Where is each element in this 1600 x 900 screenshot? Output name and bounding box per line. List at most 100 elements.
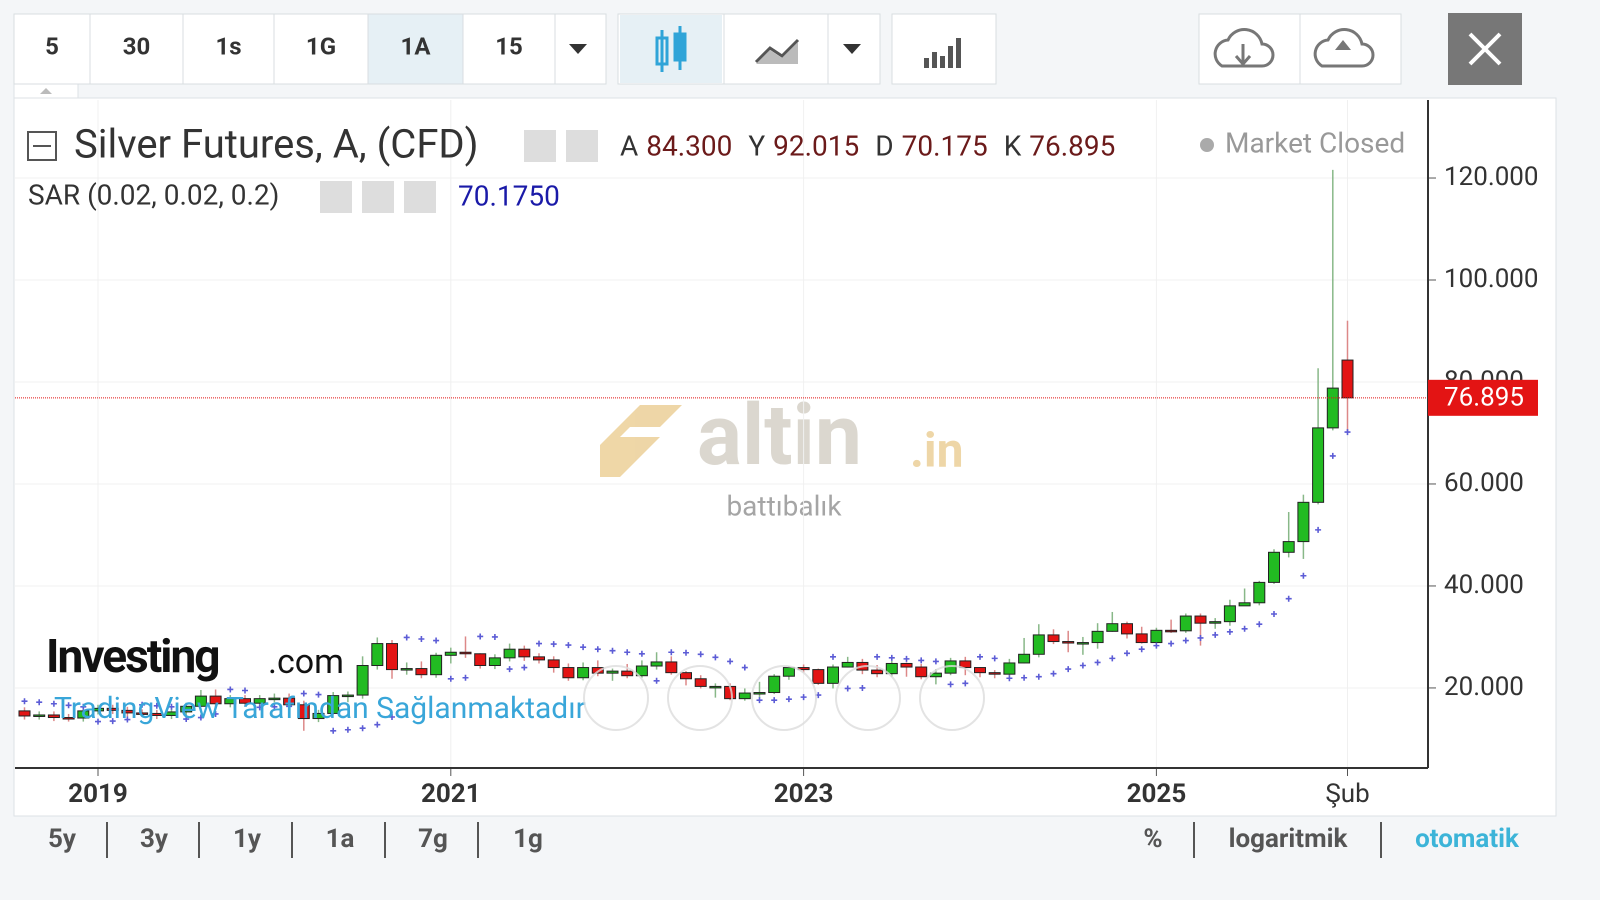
sar-point xyxy=(153,702,160,709)
sar-point xyxy=(1300,572,1307,579)
nav-left[interactable] xyxy=(583,665,649,731)
candle-body xyxy=(782,667,795,677)
candle-body xyxy=(62,717,75,720)
interval-btn[interactable] xyxy=(89,13,184,85)
sar-point xyxy=(712,654,719,661)
candle-body xyxy=(680,672,692,680)
sar-point xyxy=(1241,625,1248,632)
sar-point xyxy=(506,666,513,673)
candle-body xyxy=(253,698,266,704)
nav-controls xyxy=(583,665,985,731)
sar-point xyxy=(947,681,954,688)
candle-btn[interactable] xyxy=(620,15,722,83)
nav-right[interactable] xyxy=(919,665,985,731)
range-btn[interactable]: 1a xyxy=(326,824,355,854)
range-btn[interactable]: 7g xyxy=(418,824,448,854)
investing-suffix: .com xyxy=(268,642,344,682)
candle-body xyxy=(518,648,531,658)
visibility-btn[interactable] xyxy=(524,130,556,162)
footer xyxy=(14,818,1556,866)
sar-point xyxy=(918,657,925,664)
candle-body xyxy=(1238,602,1251,607)
sar-point xyxy=(1138,646,1145,653)
zoom-in[interactable] xyxy=(835,665,901,731)
range-btn[interactable]: 1g xyxy=(513,824,543,854)
scale-option[interactable]: % xyxy=(1143,824,1162,854)
indicators-btn[interactable] xyxy=(891,13,997,85)
sar-point xyxy=(109,718,116,725)
candle-body xyxy=(533,656,545,661)
candle-body xyxy=(92,707,104,712)
sar-point xyxy=(536,640,542,647)
candle-body xyxy=(1179,615,1192,632)
candle-body xyxy=(47,714,60,719)
candle-body xyxy=(650,661,663,667)
candle-body xyxy=(665,661,678,674)
sar-point xyxy=(991,655,998,662)
candle-body xyxy=(503,648,516,659)
candle-body xyxy=(1253,581,1266,604)
sar-point xyxy=(1079,662,1086,669)
indicators-icon xyxy=(924,38,961,68)
x-tick-label: 2025 xyxy=(1127,779,1187,809)
scale-option[interactable]: logaritmik xyxy=(1229,824,1349,854)
zoom-out[interactable] xyxy=(667,665,733,731)
sar-point xyxy=(1035,673,1042,680)
sar-point xyxy=(1329,452,1336,459)
sar-point xyxy=(491,633,498,640)
indicator-settings[interactable] xyxy=(362,181,394,213)
candle-body xyxy=(1091,630,1104,644)
ohlc-key: Y xyxy=(748,129,765,162)
dropdown[interactable] xyxy=(843,44,861,54)
sar-point xyxy=(227,686,234,693)
dropdown xyxy=(569,44,587,54)
reset[interactable] xyxy=(751,665,817,731)
range-btn[interactable]: 1y xyxy=(233,824,262,854)
candle-body xyxy=(812,669,825,684)
indicator-visibility[interactable] xyxy=(320,181,352,213)
interval-btn[interactable] xyxy=(367,13,464,85)
candle-body xyxy=(1165,629,1178,633)
investing-logo: Investing xyxy=(46,630,219,684)
y-tick-label: 120.000 xyxy=(1444,162,1539,192)
candle-body xyxy=(224,698,237,705)
scale-option[interactable]: otomatik xyxy=(1415,824,1520,854)
y-tick-label: 40.000 xyxy=(1444,570,1524,600)
ohlc-value: 92.015 xyxy=(773,129,859,162)
range-btn[interactable]: 5y xyxy=(48,824,77,854)
candle-body xyxy=(959,660,972,669)
indicator-remove[interactable] xyxy=(404,181,436,213)
candle-body xyxy=(694,678,707,687)
range-btn[interactable]: 3y xyxy=(140,824,169,854)
interval-btn[interactable] xyxy=(462,13,556,85)
sar-point xyxy=(771,697,778,704)
sar-point xyxy=(1094,659,1101,666)
sar-point xyxy=(124,716,131,723)
area-icon xyxy=(756,42,798,64)
ohlc-key: A xyxy=(620,129,638,162)
sar-point xyxy=(756,697,763,704)
interval-btn[interactable] xyxy=(273,13,369,85)
settings-btn[interactable] xyxy=(566,130,598,162)
candle-body xyxy=(136,712,149,715)
candle-body xyxy=(900,662,913,668)
candle-body xyxy=(444,651,457,656)
provider-link[interactable]: TradingView Tarafından Sağlanmaktadır xyxy=(54,691,586,726)
candle-body xyxy=(312,712,325,720)
collapse-legend[interactable] xyxy=(27,131,57,161)
sar-point xyxy=(932,658,939,665)
sar-point xyxy=(830,653,836,660)
candle-body xyxy=(106,707,119,711)
cloud-download[interactable] xyxy=(1213,28,1275,68)
y-tick-label: 100.000 xyxy=(1444,264,1539,294)
sar-point xyxy=(374,721,381,728)
x-tick-label: 2021 xyxy=(421,779,481,809)
candle-body xyxy=(150,712,163,716)
candle-body xyxy=(297,704,310,720)
line-icon[interactable] xyxy=(754,38,800,64)
last-price-label: 76.895 xyxy=(1444,383,1524,413)
cloud-upload[interactable] xyxy=(1313,28,1375,68)
candle-body xyxy=(1312,427,1325,503)
interval-btn[interactable] xyxy=(182,13,275,85)
